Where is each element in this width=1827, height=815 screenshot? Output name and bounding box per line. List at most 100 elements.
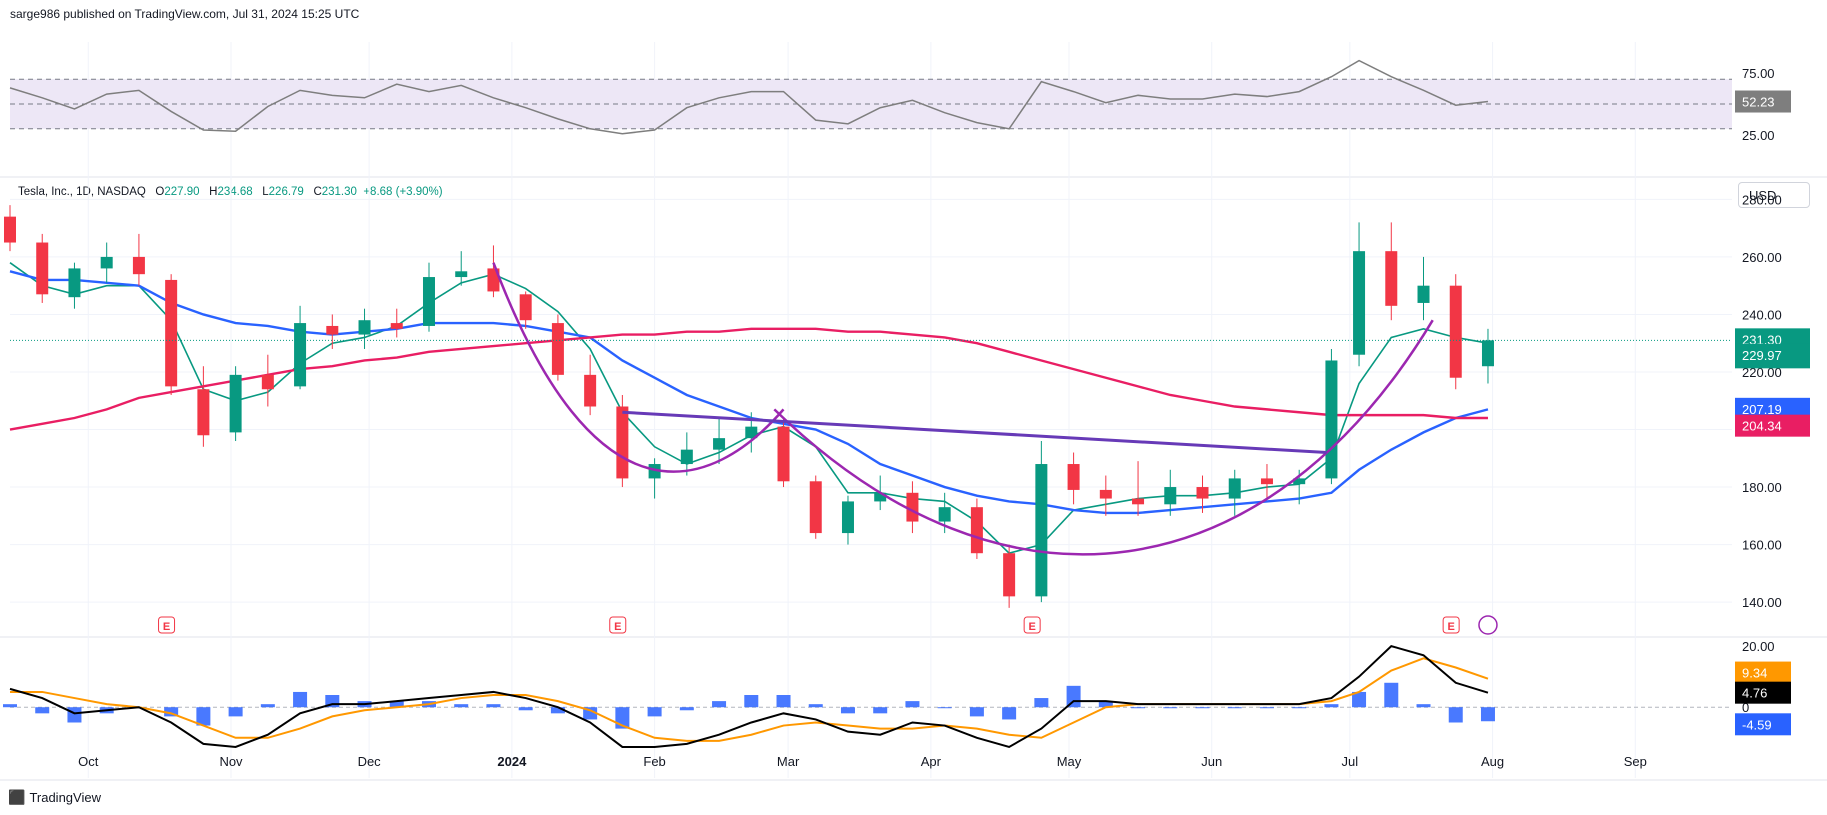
macd-histogram-bar bbox=[164, 707, 179, 717]
earnings-marker-label: E bbox=[1447, 621, 1454, 633]
macd-histogram-bar bbox=[873, 707, 888, 714]
ma_long-line bbox=[9, 327, 1488, 431]
macd-histogram-value-label: -4.59 bbox=[1742, 717, 1772, 732]
earnings-icon bbox=[158, 616, 176, 634]
macd-histogram-bar bbox=[1384, 682, 1399, 708]
candle-body bbox=[745, 426, 758, 439]
candle-body bbox=[1003, 553, 1016, 597]
macd-histogram-bar bbox=[67, 707, 82, 723]
candle-body bbox=[1196, 487, 1209, 499]
currency-button[interactable]: USD bbox=[1738, 182, 1810, 208]
time-tick-label: May bbox=[1057, 754, 1082, 769]
candle-body bbox=[1099, 489, 1112, 499]
tradingview-logo-icon: ⬛ bbox=[8, 789, 26, 805]
ma-long-value-badge bbox=[1735, 414, 1810, 437]
candle-body bbox=[165, 279, 178, 387]
candle-body bbox=[422, 277, 435, 326]
rsi-tick-label: 25.00 bbox=[1742, 128, 1775, 143]
macd-macd-line bbox=[9, 644, 1489, 749]
change-value: +8.68 (+3.90%) bbox=[363, 186, 443, 198]
high-label: H bbox=[209, 186, 218, 198]
macd-histogram-bar bbox=[1352, 691, 1367, 708]
candle-body bbox=[1325, 360, 1338, 479]
earnings-marker-label: E bbox=[1028, 621, 1035, 633]
macd-histogram-bar bbox=[969, 707, 984, 717]
time-tick-label: Jul bbox=[1342, 754, 1359, 769]
candle-body bbox=[906, 492, 919, 522]
earnings-icon bbox=[609, 616, 627, 634]
open-value: 227.90 bbox=[164, 186, 200, 198]
candle-body bbox=[455, 271, 468, 278]
ma-long-value-label: 204.34 bbox=[1742, 419, 1782, 434]
macd-line-value-badge bbox=[1735, 681, 1791, 704]
macd-histogram-bar bbox=[518, 707, 533, 711]
macd-histogram-bar bbox=[1480, 707, 1495, 722]
time-tick-label: Oct bbox=[78, 754, 99, 769]
close-value: 231.30 bbox=[321, 186, 357, 198]
earnings-icon bbox=[1442, 616, 1460, 634]
symbol-legend: Tesla, Inc., 1D, NASDAQ O227.90 H234.68 … bbox=[18, 186, 443, 198]
ma-mid-value-badge bbox=[1735, 397, 1810, 420]
price-tick-label: 220.00 bbox=[1742, 365, 1782, 380]
low-value: 226.79 bbox=[268, 186, 304, 198]
macd-histogram-bar bbox=[260, 704, 275, 708]
candle-body bbox=[584, 374, 597, 407]
candle-body bbox=[970, 507, 983, 554]
candle-body bbox=[1035, 464, 1048, 597]
macd-histogram-bar bbox=[712, 701, 727, 708]
ma-short-value-badge bbox=[1735, 343, 1810, 366]
time-tick-label: Sep bbox=[1624, 754, 1647, 769]
high-value: 234.68 bbox=[217, 186, 253, 198]
candle-body bbox=[294, 323, 307, 387]
macd-line-value-label: 4.76 bbox=[1742, 686, 1767, 701]
time-tick-label: Apr bbox=[921, 754, 942, 769]
macd-histogram-bar bbox=[1259, 707, 1274, 709]
candle-body bbox=[519, 294, 532, 321]
macd-tick-label: 0 bbox=[1742, 700, 1749, 715]
candle-body bbox=[261, 374, 274, 390]
macd-histogram-bar bbox=[1131, 707, 1146, 709]
open-label: O bbox=[155, 186, 165, 198]
candle-body bbox=[713, 438, 726, 450]
candle-body bbox=[197, 389, 210, 436]
dividend-lightning-icon bbox=[1478, 615, 1498, 635]
time-tick-label: Dec bbox=[358, 754, 382, 769]
macd-histogram-bar bbox=[196, 707, 211, 726]
candle-body bbox=[1417, 285, 1430, 303]
price-tick-label: 260.00 bbox=[1742, 250, 1782, 265]
time-tick-label: 2024 bbox=[497, 754, 527, 769]
price-tick-label: 140.00 bbox=[1742, 595, 1782, 610]
macd-histogram-value-badge bbox=[1735, 713, 1791, 736]
neckline bbox=[622, 410, 1327, 455]
candle-body bbox=[1067, 464, 1080, 490]
macd-histogram-bar bbox=[905, 701, 920, 708]
macd-histogram-bar bbox=[647, 707, 662, 717]
macd-histogram-bar bbox=[228, 707, 243, 717]
time-tick-label: Nov bbox=[219, 754, 243, 769]
macd-histogram-bar bbox=[937, 707, 952, 709]
macd-histogram-bar bbox=[1163, 707, 1178, 709]
rsi-tick-label: 75.00 bbox=[1742, 66, 1775, 81]
macd-histogram-bar bbox=[1195, 707, 1210, 709]
candle-body bbox=[100, 256, 113, 269]
candle-body bbox=[680, 449, 693, 465]
publisher-line: sarge986 published on TradingView.com, J… bbox=[10, 7, 360, 21]
rsi-line bbox=[9, 59, 1489, 135]
macd-tick-label: 20.00 bbox=[1742, 639, 1775, 654]
candle-body bbox=[68, 268, 81, 298]
rsi-band bbox=[10, 79, 1732, 129]
rsi-value-badge bbox=[1735, 90, 1791, 113]
tradingview-brand[interactable]: ⬛ TradingView bbox=[8, 789, 101, 806]
macd-histogram-bar bbox=[1002, 707, 1017, 720]
candle-body bbox=[487, 268, 500, 292]
brand-label: TradingView bbox=[29, 790, 101, 805]
low-label: L bbox=[262, 186, 269, 198]
price-tick-label: 160.00 bbox=[1742, 538, 1782, 553]
candle-body bbox=[1228, 478, 1241, 499]
candle-body bbox=[648, 464, 661, 479]
last-price-label: 231.30 bbox=[1742, 332, 1782, 347]
ma-short-value-label: 229.97 bbox=[1742, 348, 1782, 363]
earnings-marker-label: E bbox=[614, 621, 621, 633]
candle-body bbox=[938, 507, 951, 522]
